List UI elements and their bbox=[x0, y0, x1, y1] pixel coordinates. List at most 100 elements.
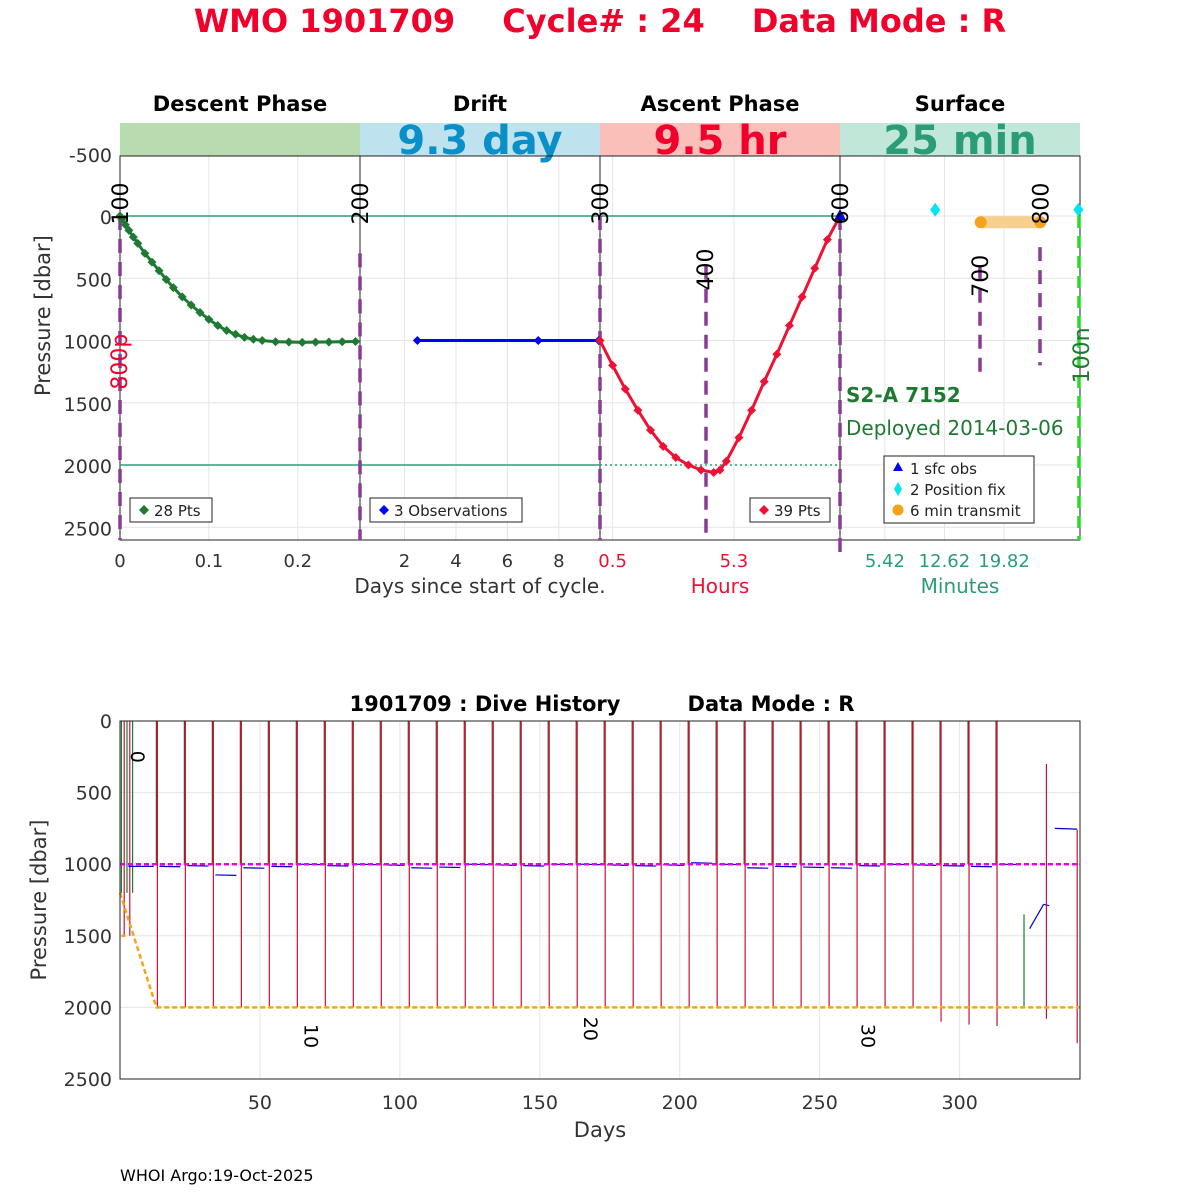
descent-point bbox=[133, 238, 143, 248]
panel-frame bbox=[119, 155, 361, 541]
descent-point bbox=[124, 225, 134, 235]
descent-point bbox=[297, 337, 307, 347]
descent-point bbox=[239, 332, 249, 342]
ascent-point bbox=[658, 441, 668, 451]
descent-point bbox=[140, 248, 150, 258]
legend-drift-marker bbox=[379, 505, 389, 515]
x-tick-label: 150 bbox=[522, 1092, 558, 1114]
descent-point bbox=[168, 283, 178, 293]
x-tick-label: 5.3 bbox=[720, 551, 749, 572]
phase-duration: 25 min bbox=[883, 118, 1036, 164]
y-tick-label: 0 bbox=[100, 711, 112, 733]
legend-ascent-label: 39 Pts bbox=[774, 502, 821, 520]
legend-ascent-marker bbox=[759, 505, 769, 515]
event-code-label: 200 bbox=[349, 183, 374, 225]
descent-point bbox=[324, 337, 334, 347]
x-tick-label: 12.62 bbox=[919, 551, 971, 572]
event-code-label: 600 bbox=[829, 183, 854, 225]
panel-frame bbox=[599, 155, 841, 541]
descent-point bbox=[271, 337, 281, 347]
ascent-point bbox=[683, 460, 693, 470]
x-axis-label: Days since start of cycle. bbox=[354, 574, 605, 598]
descent-point bbox=[231, 329, 241, 339]
x-tick-label: 6 bbox=[502, 551, 513, 572]
x-tick-label: 100 bbox=[382, 1092, 418, 1114]
descent-point bbox=[311, 337, 321, 347]
phase-title: Surface bbox=[915, 92, 1005, 116]
ascent-line bbox=[598, 215, 842, 475]
legend-sfc-obs-marker bbox=[893, 462, 903, 471]
ascent-point bbox=[734, 433, 744, 443]
ascent-point bbox=[620, 384, 630, 394]
descent-point bbox=[161, 274, 171, 284]
legend-descent-label: 28 Pts bbox=[154, 502, 201, 520]
descent-point bbox=[213, 321, 223, 331]
y-tick-label: 1000 bbox=[64, 854, 112, 876]
drift-point bbox=[533, 336, 543, 345]
phase-band bbox=[840, 123, 1080, 156]
legend-surface-box bbox=[883, 455, 1035, 524]
descent-point bbox=[147, 257, 157, 267]
x-tick-label: 50 bbox=[248, 1092, 272, 1114]
ascent-point bbox=[797, 292, 807, 302]
late-cycle-trace bbox=[1029, 903, 1045, 929]
y-tick-label: 1500 bbox=[64, 394, 112, 416]
deploy-date: Deployed 2014-03-06 bbox=[846, 416, 1064, 440]
phase-band bbox=[600, 123, 840, 156]
y-tick-label: -500 bbox=[69, 145, 112, 167]
x-tick-label: 0.1 bbox=[195, 551, 224, 572]
y-tick-label: 1000 bbox=[64, 332, 112, 354]
descent-point bbox=[337, 337, 347, 347]
y-tick-label: 500 bbox=[76, 269, 112, 291]
y-tick-label: 2000 bbox=[64, 997, 112, 1019]
y-tick-label: 2500 bbox=[64, 1069, 112, 1091]
y-axis-label: Pressure [dbar] bbox=[31, 235, 55, 396]
cycle-number-label: 10 bbox=[299, 1024, 321, 1048]
ascent-point bbox=[772, 349, 782, 359]
legend-drift-box bbox=[369, 497, 523, 523]
title-data-mode: Data Mode : R bbox=[751, 2, 1007, 40]
x-tick-label: 5.42 bbox=[865, 551, 905, 572]
x-axis-label: Days bbox=[574, 1118, 626, 1142]
y-tick-label: 1500 bbox=[64, 926, 112, 948]
ascent-point bbox=[810, 263, 820, 273]
x-tick-label: 8 bbox=[553, 551, 564, 572]
descent-point bbox=[248, 334, 258, 344]
y-tick-label: 2500 bbox=[64, 518, 112, 540]
history-data-mode: Data Mode : R bbox=[688, 692, 855, 716]
x-axis-label-hours: Hours bbox=[691, 574, 750, 598]
phase-title: Drift bbox=[453, 92, 507, 116]
title-cycle: Cycle# : 24 bbox=[502, 2, 705, 40]
cycle-number-label: 0 bbox=[126, 751, 148, 763]
ascent-point bbox=[696, 465, 706, 475]
legend-transmit-label: 6 min transmit bbox=[910, 502, 1021, 520]
descent-point bbox=[204, 314, 214, 324]
footer-credit: WHOI Argo:19-Oct-2025 bbox=[120, 1166, 314, 1185]
x-tick-label: 250 bbox=[802, 1092, 838, 1114]
phase-title: Descent Phase bbox=[153, 92, 327, 116]
drift-point bbox=[412, 336, 422, 345]
descent-point bbox=[351, 336, 361, 346]
ascent-point bbox=[721, 456, 731, 466]
x-axis-label-minutes: Minutes bbox=[921, 574, 1000, 598]
phase-band bbox=[120, 123, 360, 156]
position-fix-point bbox=[930, 202, 941, 217]
descent-point bbox=[154, 266, 164, 276]
x-tick-label: 0 bbox=[114, 551, 125, 572]
phase-title: Ascent Phase bbox=[641, 92, 800, 116]
ascent-point bbox=[646, 425, 656, 435]
descent-point bbox=[186, 300, 196, 310]
legend-drift-label: 3 Observations bbox=[394, 502, 508, 520]
transmit-point bbox=[1034, 216, 1047, 229]
late-cycle-trace bbox=[1054, 827, 1078, 830]
event-code-label: 400 bbox=[694, 249, 719, 291]
y-tick-label: 2000 bbox=[64, 456, 112, 478]
ascent-point bbox=[747, 405, 757, 415]
descent-point bbox=[257, 336, 267, 345]
y-tick-label: 0 bbox=[100, 207, 112, 229]
ascent-point bbox=[608, 360, 618, 370]
descent-point bbox=[117, 214, 127, 224]
descent-point bbox=[177, 292, 187, 302]
panel-frame bbox=[359, 155, 601, 541]
